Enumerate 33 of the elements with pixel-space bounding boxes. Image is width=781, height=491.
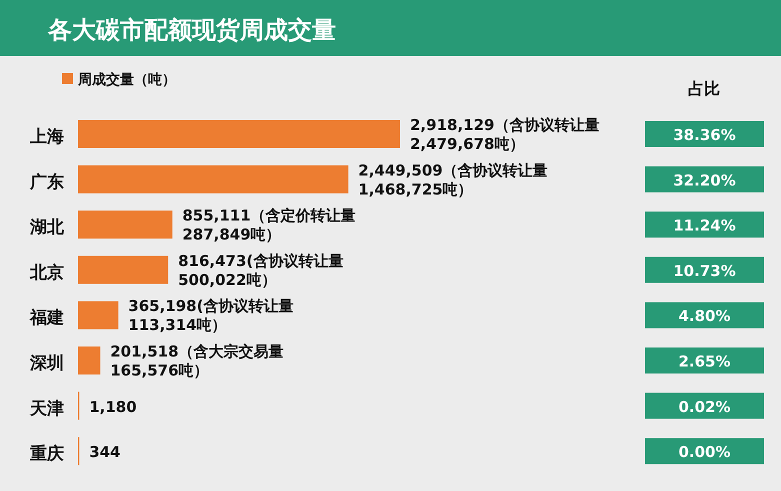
y-tick-label: 广东	[29, 172, 64, 192]
data-label: 201,518（含大宗交易量 165,576吨）	[110, 342, 284, 380]
y-tick-label: 北京	[29, 262, 64, 283]
data-label: 855,111（含定价转让量 287,849吨）	[182, 206, 356, 244]
text: 0.02%	[678, 398, 731, 416]
data-label: 816,473(含协议转让量 500,022吨）	[178, 252, 344, 289]
bar	[78, 346, 100, 374]
data-label: 2,918,129（含协议转让量 2,479,678吨）	[410, 116, 600, 153]
y-tick-label: 上海	[29, 127, 64, 147]
y-tick-label: 重庆	[29, 444, 64, 464]
chart-title: 各大碳市配额现货周成交量	[47, 16, 336, 44]
data-label: 2,449,509（含协议转让量 1,468,725吨）	[358, 161, 548, 198]
bar	[78, 165, 348, 194]
y-tick-label: 天津	[29, 398, 64, 419]
bar	[78, 210, 172, 239]
text: 2.65%	[678, 352, 731, 370]
y-tick-label: 福建	[29, 308, 64, 328]
text: 0.00%	[678, 443, 731, 462]
bar	[78, 301, 118, 330]
y-tick-label: 湖北	[29, 218, 65, 238]
data-label: 1,180	[89, 398, 137, 416]
y-tick-label: 深圳	[29, 354, 64, 374]
legend-label: 周成交量（吨）	[77, 71, 176, 88]
bar	[78, 120, 400, 148]
text: 占比	[688, 79, 720, 98]
text: 38.36%	[673, 126, 736, 144]
data-label: 344	[89, 443, 121, 462]
text: 11.24%	[673, 216, 736, 235]
bar	[78, 256, 168, 284]
text: 4.80%	[678, 307, 731, 326]
data-label: 365,198(含协议转让量 113,314吨）	[128, 297, 294, 334]
text: 32.20%	[673, 171, 736, 190]
text: 10.73%	[673, 262, 736, 280]
